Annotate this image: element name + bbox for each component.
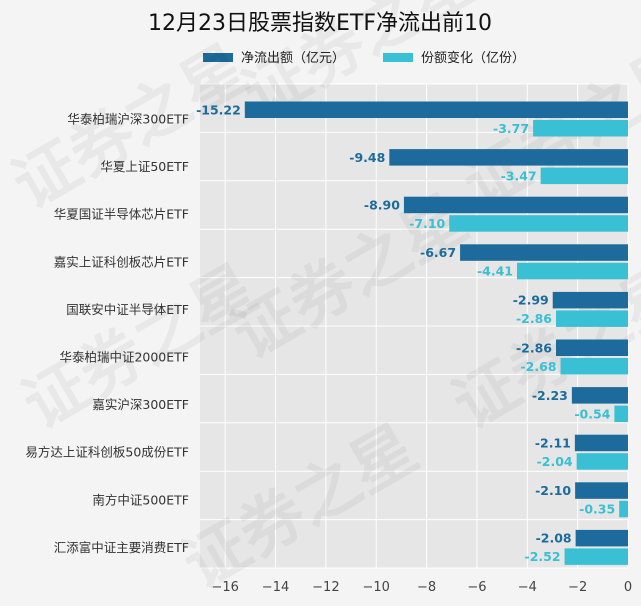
data-label-series2-4: -4.41 xyxy=(477,264,513,279)
bar-series1-9 xyxy=(575,482,628,499)
bar-series1-1 xyxy=(244,101,628,118)
y-tick-label-10: 汇添富中证主要消费ETF xyxy=(54,540,189,555)
bar-series1-4 xyxy=(460,244,628,261)
data-label-series2-8: -2.04 xyxy=(537,454,573,469)
data-label-series1-1: -15.22 xyxy=(196,102,241,117)
data-label-series1-4: -6.67 xyxy=(420,245,456,260)
x-tick-label: −6 xyxy=(467,580,486,595)
bar-series2-5 xyxy=(555,310,628,327)
legend-label-1: 净流出额（亿元） xyxy=(241,51,345,66)
data-label-series2-9: -0.35 xyxy=(579,502,615,517)
data-label-series1-8: -2.11 xyxy=(535,435,571,450)
y-tick-label-4: 嘉实上证科创板芯片ETF xyxy=(54,254,189,269)
x-tick-label: −14 xyxy=(262,580,289,595)
bar-series2-10 xyxy=(564,548,628,565)
x-tick-label: −2 xyxy=(568,580,587,595)
data-label-series2-2: -3.47 xyxy=(501,168,537,183)
data-label-series2-10: -2.52 xyxy=(525,549,561,564)
chart-title: 12月23日股票指数ETF净流出前10 xyxy=(148,11,492,36)
y-tick-label-5: 国联安中证半导体ETF xyxy=(66,302,189,317)
bar-series2-9 xyxy=(619,500,628,518)
bar-series2-4 xyxy=(516,262,628,280)
x-tick-label: −10 xyxy=(363,580,390,595)
data-label-series1-3: -8.90 xyxy=(364,197,400,212)
bar-series2-7 xyxy=(614,405,628,423)
y-tick-label-3: 华夏国证半导体芯片ETF xyxy=(54,207,189,222)
legend-label-2: 份额变化（亿份） xyxy=(421,50,525,66)
bar-series1-8 xyxy=(574,434,628,452)
legend-swatch-2 xyxy=(383,53,413,62)
bar-series2-1 xyxy=(533,120,628,137)
data-label-series1-2: -9.48 xyxy=(349,150,385,165)
data-label-series2-1: -3.77 xyxy=(493,121,529,136)
y-tick-label-1: 华泰柏瑞沪深300ETF xyxy=(67,112,189,127)
data-label-series2-6: -2.68 xyxy=(520,359,556,374)
y-tick-label-8: 易方达上证科创板50成份ETF xyxy=(25,445,189,460)
bar-series1-10 xyxy=(575,529,628,547)
bar-series1-5 xyxy=(552,291,628,309)
data-label-series1-5: -2.99 xyxy=(513,293,549,308)
x-tick-label: 0 xyxy=(624,580,632,595)
data-label-series2-5: -2.86 xyxy=(516,311,552,326)
data-label-series2-3: -7.10 xyxy=(409,216,445,231)
x-tick-label: −4 xyxy=(518,580,537,595)
x-tick-label: −12 xyxy=(312,580,339,595)
bar-series1-2 xyxy=(389,149,628,166)
bar-series2-2 xyxy=(540,167,628,185)
legend-swatch-1 xyxy=(203,53,233,62)
bar-series2-6 xyxy=(560,358,628,375)
y-tick-label-7: 嘉实沪深300ETF xyxy=(92,397,189,412)
data-label-series1-6: -2.86 xyxy=(516,340,552,355)
y-tick-label-9: 南方中证500ETF xyxy=(92,492,189,507)
data-label-series1-7: -2.23 xyxy=(532,388,568,403)
bar-series1-6 xyxy=(555,339,628,356)
bar-series1-3 xyxy=(403,196,628,214)
y-tick-label-2: 华夏上证50ETF xyxy=(100,159,189,174)
data-label-series1-9: -2.10 xyxy=(535,483,571,498)
y-tick-label-6: 华泰柏瑞中证2000ETF xyxy=(59,350,189,365)
bar-series2-8 xyxy=(576,453,628,470)
bar-series1-7 xyxy=(571,387,628,404)
data-label-series1-10: -2.08 xyxy=(536,531,572,546)
x-tick-label: −16 xyxy=(211,580,238,595)
bar-series2-3 xyxy=(449,215,628,232)
x-tick-label: −8 xyxy=(417,580,436,595)
data-label-series2-7: -0.54 xyxy=(574,406,610,421)
